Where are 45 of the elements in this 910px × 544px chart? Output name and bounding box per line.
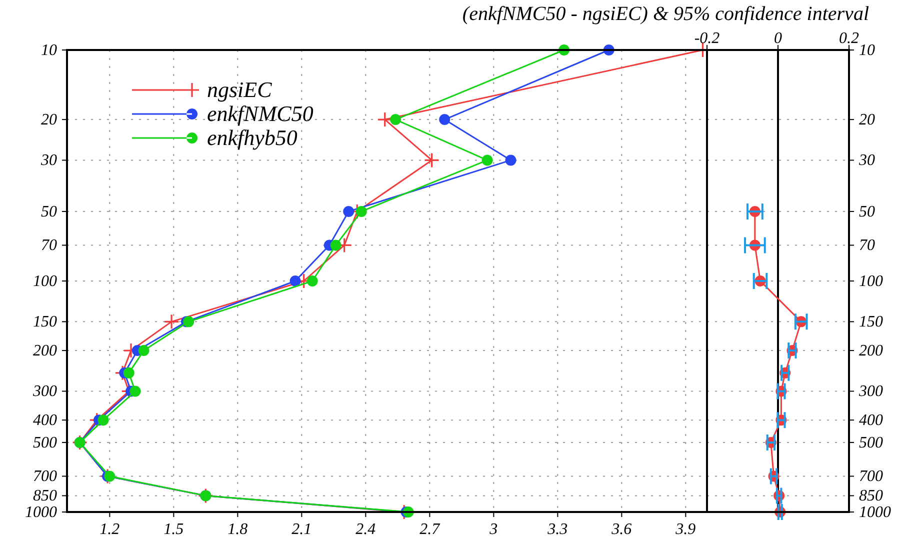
x-tick-label: 3 [488, 521, 498, 538]
y-tick-label: 700 [33, 468, 57, 486]
x-tick-label: 3.9 [674, 521, 696, 538]
y-tick-label: 50 [41, 203, 57, 220]
y-tick-label: 700 [859, 468, 883, 486]
y-tick-label: 20 [41, 112, 57, 129]
y-tick-label: 10 [41, 42, 57, 59]
y-tick-label: 400 [33, 412, 57, 430]
x-tick-label: 3.6 [610, 521, 632, 538]
x-tick-label: 1.8 [228, 521, 248, 538]
x-tick-label: 0 [774, 30, 782, 47]
chart-title: (enkfNMC50 - ngsiEC) & 95% confidence interval [462, 3, 870, 25]
y-tick-label: 400 [859, 412, 883, 430]
y-tick-label: 30 [40, 152, 57, 170]
y-tick-label: 30 [858, 152, 875, 170]
y-tick-label: 300 [858, 383, 883, 400]
y-tick-label: 300 [32, 383, 57, 400]
y-tick-label: 100 [859, 273, 883, 290]
y-tick-label: 150 [859, 314, 883, 331]
y-tick-label: 850 [33, 488, 57, 505]
y-tick-label: 70 [859, 237, 875, 254]
x-tick-label: -0.2 [694, 30, 720, 47]
y-tick-label: 200 [859, 342, 883, 360]
x-tick-label: 2.7 [420, 521, 441, 538]
y-tick-label: 200 [33, 342, 57, 360]
x-tick-label: 2.1 [292, 521, 312, 538]
y-tick-label: 150 [33, 314, 57, 331]
x-tick-label: 3.3 [546, 521, 568, 538]
y-tick-label: 500 [859, 434, 883, 452]
x-tick-label: 1.5 [164, 521, 184, 538]
y-tick-label: 500 [33, 434, 57, 452]
y-tick-label: 70 [41, 237, 57, 254]
y-tick-label: 1000 [859, 504, 891, 521]
y-tick-label: 50 [859, 203, 875, 220]
legend-label: ngsiEC [207, 77, 272, 102]
y-tick-label: 20 [859, 112, 875, 129]
x-tick-label: 1.2 [100, 521, 120, 538]
y-tick-label: 850 [859, 488, 883, 505]
x-tick-label: 2.4 [356, 521, 376, 538]
y-tick-label: 100 [33, 273, 57, 290]
y-tick-label: 1000 [25, 504, 57, 521]
legend-label: enkfNMC50 [207, 101, 314, 126]
x-tick-label: 0.2 [839, 30, 859, 47]
y-tick-label: 10 [859, 42, 875, 59]
legend-label: enkfhyb50 [207, 125, 298, 150]
